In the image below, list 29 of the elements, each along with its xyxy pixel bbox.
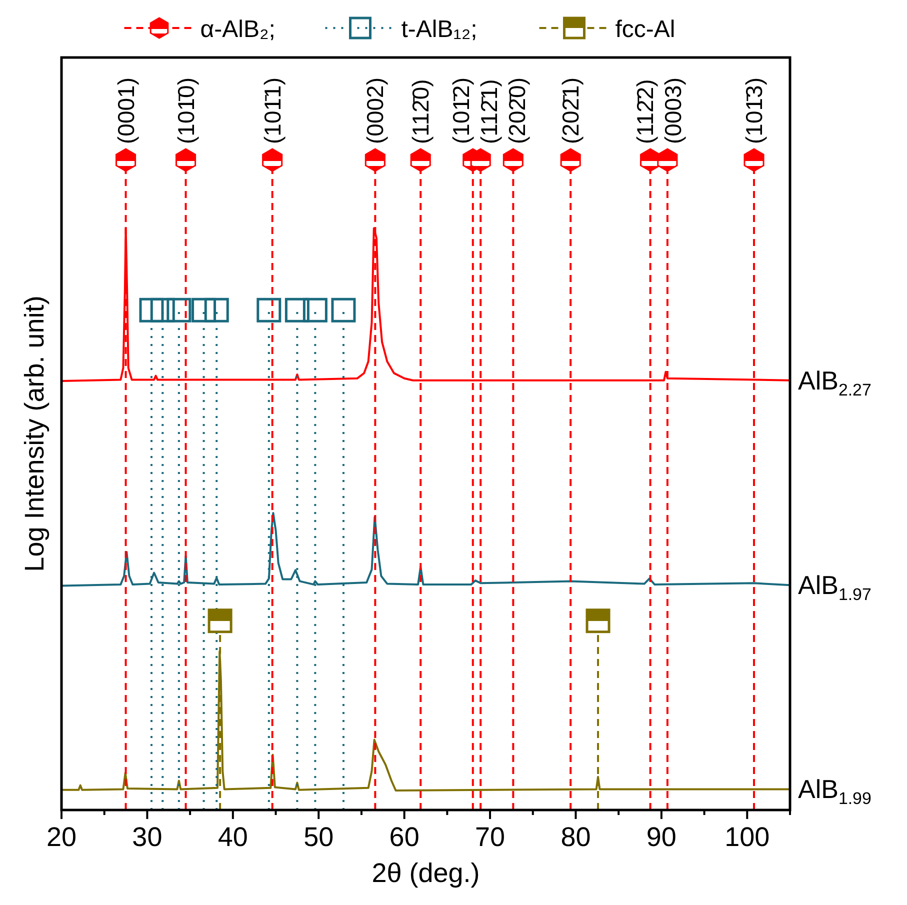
annotation: (112̄2) — [632, 79, 658, 144]
legend-label: fcc-Al — [615, 16, 676, 43]
annotation: (202̄0) — [504, 78, 530, 144]
x-tick-label: 30 — [132, 822, 162, 852]
annotation: (112̄1) — [476, 79, 502, 144]
x-tick-label: 60 — [389, 822, 420, 852]
x-tick-label: 20 — [46, 822, 77, 852]
y-axis-title: Log Intensity (arb. unit) — [20, 296, 50, 572]
series-label: AlB$_{2.27}$ — [798, 365, 872, 400]
annotation: (202̄1) — [558, 78, 584, 144]
legend-label: t-AlB₁₂; — [401, 16, 478, 43]
x-tick-label: 90 — [646, 822, 676, 852]
series-label: AlB$_{1.97}$ — [798, 570, 872, 604]
x-tick-label: 80 — [560, 822, 591, 852]
annotation: (0001) — [112, 78, 139, 144]
x-tick-label: 70 — [475, 822, 506, 852]
x-tick-label: 50 — [304, 822, 334, 852]
annotation: (101̄0) — [172, 78, 199, 144]
annotation: (101̄2) — [448, 78, 474, 144]
annotation: (101̄1) — [259, 78, 286, 144]
x-tick-label: 100 — [724, 822, 770, 852]
x-axis-title: 2θ (deg.) — [372, 858, 480, 888]
annotation: (101̄3) — [741, 78, 768, 144]
annotation: (0003) — [660, 78, 686, 144]
series-label: AlB$_{1.99}$ — [798, 774, 872, 808]
legend-label: α-AlB₂; — [200, 16, 276, 43]
annotation: (112̄0) — [408, 79, 434, 144]
x-tick-label: 40 — [218, 822, 248, 852]
annotation: (0002) — [362, 78, 388, 144]
